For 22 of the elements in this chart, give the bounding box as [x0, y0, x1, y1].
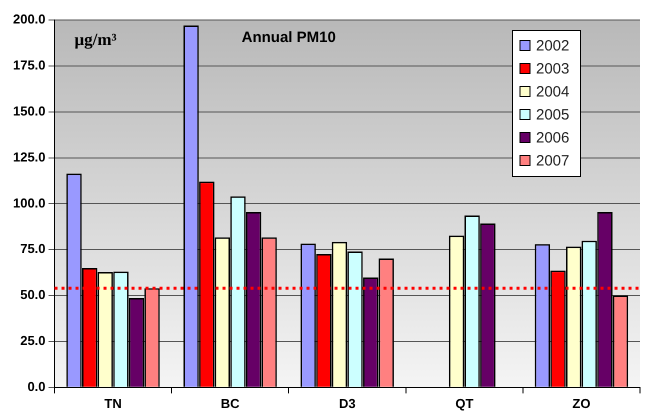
x-tick-label: QT: [455, 396, 474, 411]
y-tick-label: 200.0: [12, 12, 46, 27]
y-tick-label: 125.0: [12, 149, 46, 164]
y-tick-label: 25.0: [20, 333, 46, 348]
x-tick-label: BC: [220, 396, 240, 411]
x-tick-label: D3: [338, 396, 356, 411]
x-tick-label: ZO: [572, 396, 590, 411]
y-tick-label: 175.0: [12, 58, 46, 73]
y-tick-label: 100.0: [12, 195, 46, 210]
legend-label: 2004: [536, 84, 570, 101]
y-axis-title: μg/m³: [74, 30, 117, 49]
y-tick-label: 0.0: [27, 378, 46, 394]
legend-label: 2005: [536, 106, 570, 124]
x-tick-label: TN: [104, 396, 122, 411]
y-tick-label: 50.0: [20, 287, 46, 302]
y-tick-label: 75.0: [20, 241, 46, 256]
legend-label: 2003: [536, 60, 570, 78]
legend-label: 2006: [536, 130, 570, 147]
legend-label: 2002: [536, 38, 570, 55]
text: Annual PM10: [242, 29, 336, 46]
legend-label: 2007: [536, 152, 570, 170]
y-tick-label: 150.0: [12, 103, 46, 118]
